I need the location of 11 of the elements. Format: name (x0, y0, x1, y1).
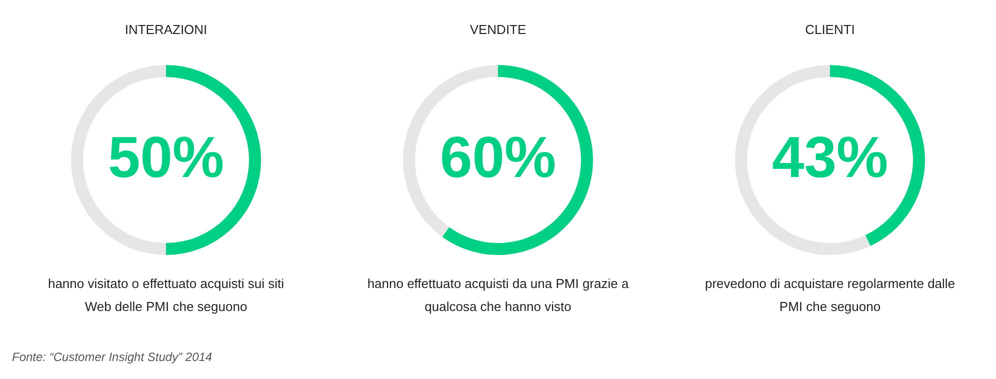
text: hanno visitato o effettuato acquisti sui siti Web delle PMI che seguono (48, 276, 284, 314)
data-label: 60% (440, 125, 556, 190)
chart-title: VENDITE (470, 22, 526, 37)
chart-title: CLIENTI (805, 22, 855, 37)
donut-slice (442, 65, 593, 255)
chart-title: INTERAZIONI (124, 22, 208, 37)
text: hanno effettuato acquisti da una PMI grazie a qualcosa che hanno visto (367, 276, 630, 314)
data-label: 43% (772, 125, 888, 190)
data-label: 50% (108, 125, 224, 190)
text: prevedono di acquistare regolarmente dalle PMI che seguono (704, 276, 956, 314)
source-note: Fonte: “Customer Insight Study” 2014 (12, 350, 212, 364)
